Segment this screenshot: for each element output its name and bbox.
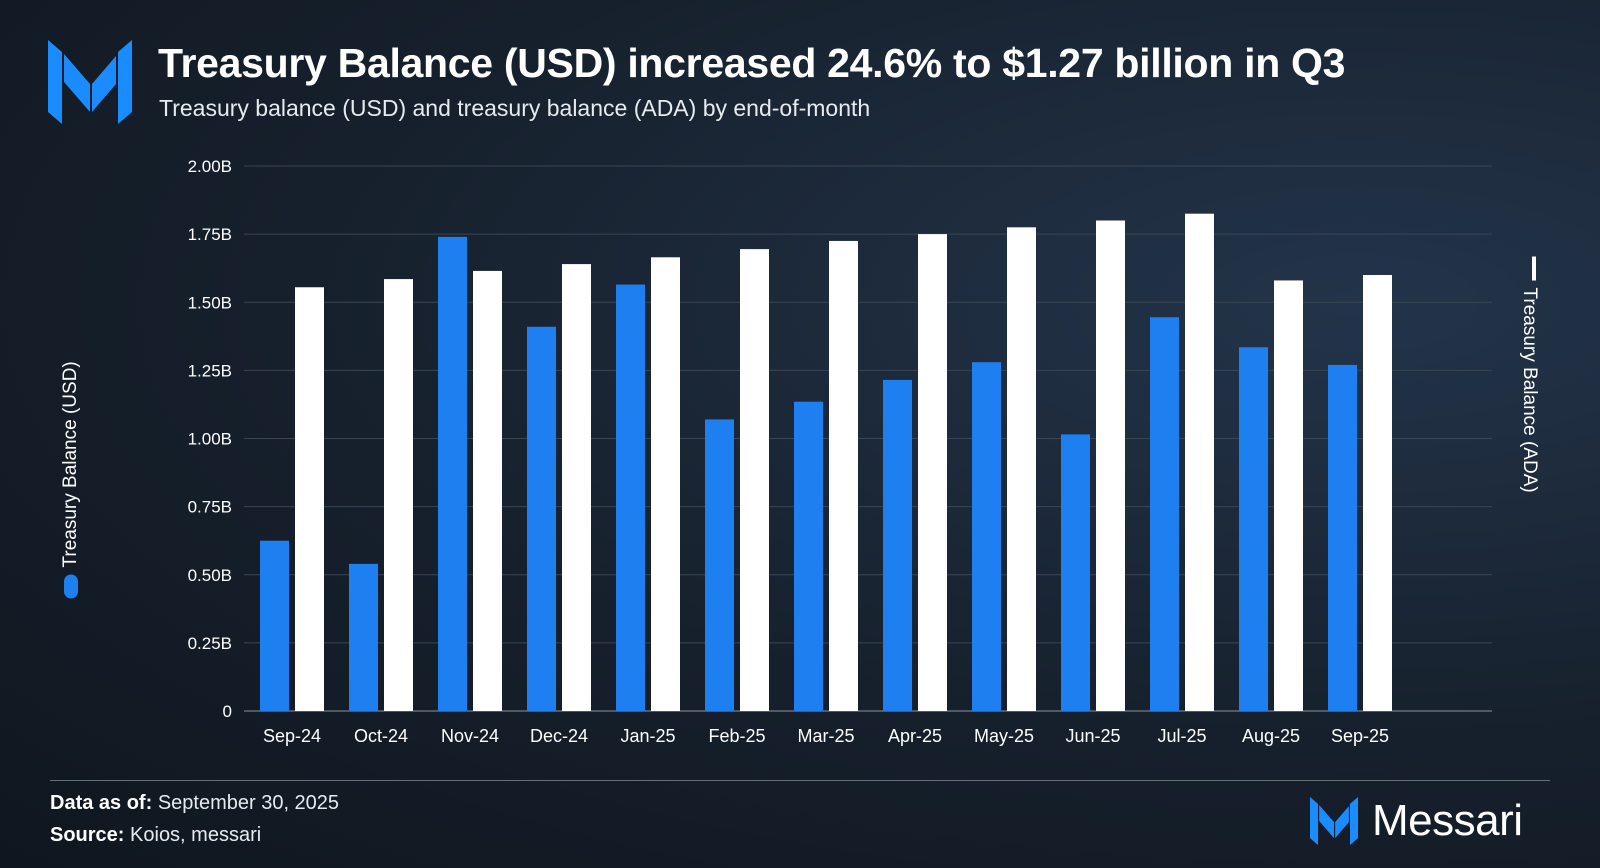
axis-labels: Treasury Balance (USD) Treasury Balance (… bbox=[60, 256, 1540, 599]
bar-ada bbox=[295, 287, 324, 711]
data-as-of: Data as of: September 30, 2025 bbox=[50, 792, 339, 815]
x-tick-label: Apr-25 bbox=[888, 726, 942, 746]
bar-ada bbox=[740, 249, 769, 712]
data-as-of-value: September 30, 2025 bbox=[157, 792, 340, 814]
legend-usd-marker-icon bbox=[64, 574, 78, 599]
x-tick-label: Oct-24 bbox=[354, 726, 408, 746]
x-tick-label: Jun-25 bbox=[1065, 726, 1120, 746]
x-tick-label: May-25 bbox=[974, 726, 1034, 746]
bar-usd bbox=[438, 236, 467, 711]
bar-chart: 0 0.25B 0.50B 0.75B 1.00B 1.25B 1.50B 1.75B 2.00… bbox=[60, 157, 1540, 746]
bar-ada bbox=[1096, 220, 1125, 711]
bar-usd bbox=[972, 362, 1001, 711]
y-axis-label-left: Treasury Balance (USD) bbox=[60, 361, 81, 599]
y-tick-label: 2.00B bbox=[188, 157, 232, 176]
y-tick-label: 1.00B bbox=[188, 430, 232, 449]
y-axis-tick-labels: 0 0.25B 0.50B 0.75B 1.00B 1.25B 1.50B 1.75B 2.00… bbox=[188, 157, 232, 721]
bar-usd bbox=[794, 401, 823, 711]
y-tick-label: 1.75B bbox=[188, 225, 232, 244]
y-axis-title-usd: Treasury Balance (USD) bbox=[60, 361, 81, 567]
chart-subtitle: Treasury balance (USD) and treasury bala… bbox=[159, 95, 871, 121]
x-tick-label: Dec-24 bbox=[530, 726, 588, 746]
bar-ada bbox=[829, 240, 858, 711]
bars bbox=[260, 213, 1392, 712]
bar-usd bbox=[616, 284, 645, 711]
legend-ada-marker-icon bbox=[1532, 256, 1536, 281]
y-tick-label: 0.75B bbox=[188, 498, 232, 517]
data-as-of-label: Data as of: bbox=[50, 792, 153, 814]
bar-ada bbox=[1363, 275, 1392, 711]
bar-ada bbox=[473, 270, 502, 711]
bar-usd bbox=[1150, 317, 1179, 711]
x-tick-label: Aug-25 bbox=[1242, 726, 1300, 746]
y-tick-label: 1.50B bbox=[188, 293, 232, 312]
brand-logo: Messari bbox=[1310, 796, 1523, 846]
y-tick-label: 0.25B bbox=[188, 634, 232, 653]
footer-divider bbox=[50, 780, 1550, 781]
x-tick-label: Sep-24 bbox=[263, 726, 321, 746]
source-label: Source: bbox=[50, 824, 125, 846]
bar-usd bbox=[527, 326, 556, 711]
y-axis-title-ada: Treasury Balance (ADA) bbox=[1519, 288, 1540, 493]
bar-usd bbox=[1328, 364, 1357, 711]
bar-ada bbox=[918, 234, 947, 711]
messari-logo-icon bbox=[48, 40, 132, 124]
gridlines bbox=[244, 165, 1492, 712]
x-tick-label: Feb-25 bbox=[708, 726, 765, 746]
x-tick-label: Jan-25 bbox=[620, 726, 675, 746]
source-value: Koios, messari bbox=[130, 824, 262, 846]
y-tick-label: 0.50B bbox=[188, 566, 232, 585]
bar-ada bbox=[384, 279, 413, 711]
x-tick-label: Mar-25 bbox=[797, 726, 854, 746]
bar-usd bbox=[1239, 347, 1268, 711]
x-tick-label: Nov-24 bbox=[441, 726, 499, 746]
bar-ada bbox=[1007, 227, 1036, 711]
messari-brand-icon bbox=[1310, 797, 1358, 845]
brand-name: Messari bbox=[1372, 796, 1523, 845]
bar-usd bbox=[883, 379, 912, 711]
x-axis-tick-labels: Sep-24 Oct-24 Nov-24 Dec-24 Jan-25 Feb-25 Mar-… bbox=[263, 726, 1389, 746]
bar-usd bbox=[1061, 434, 1090, 711]
bar-ada bbox=[562, 264, 591, 711]
x-tick-label: Jul-25 bbox=[1157, 726, 1206, 746]
y-axis-label-right: Treasury Balance (ADA) bbox=[1519, 256, 1540, 493]
bar-usd bbox=[349, 563, 378, 711]
bar-usd bbox=[260, 540, 289, 711]
y-tick-label: 0 bbox=[223, 702, 232, 721]
bar-ada bbox=[1185, 213, 1214, 711]
chart-title: Treasury Balance (USD) increased 24.6% t… bbox=[158, 40, 1346, 86]
source: Source: Koios, messari bbox=[50, 824, 261, 847]
x-tick-label: Sep-25 bbox=[1331, 726, 1389, 746]
bar-ada bbox=[651, 257, 680, 711]
bar-usd bbox=[705, 419, 734, 711]
y-tick-label: 1.25B bbox=[188, 361, 232, 380]
bar-ada bbox=[1274, 280, 1303, 711]
